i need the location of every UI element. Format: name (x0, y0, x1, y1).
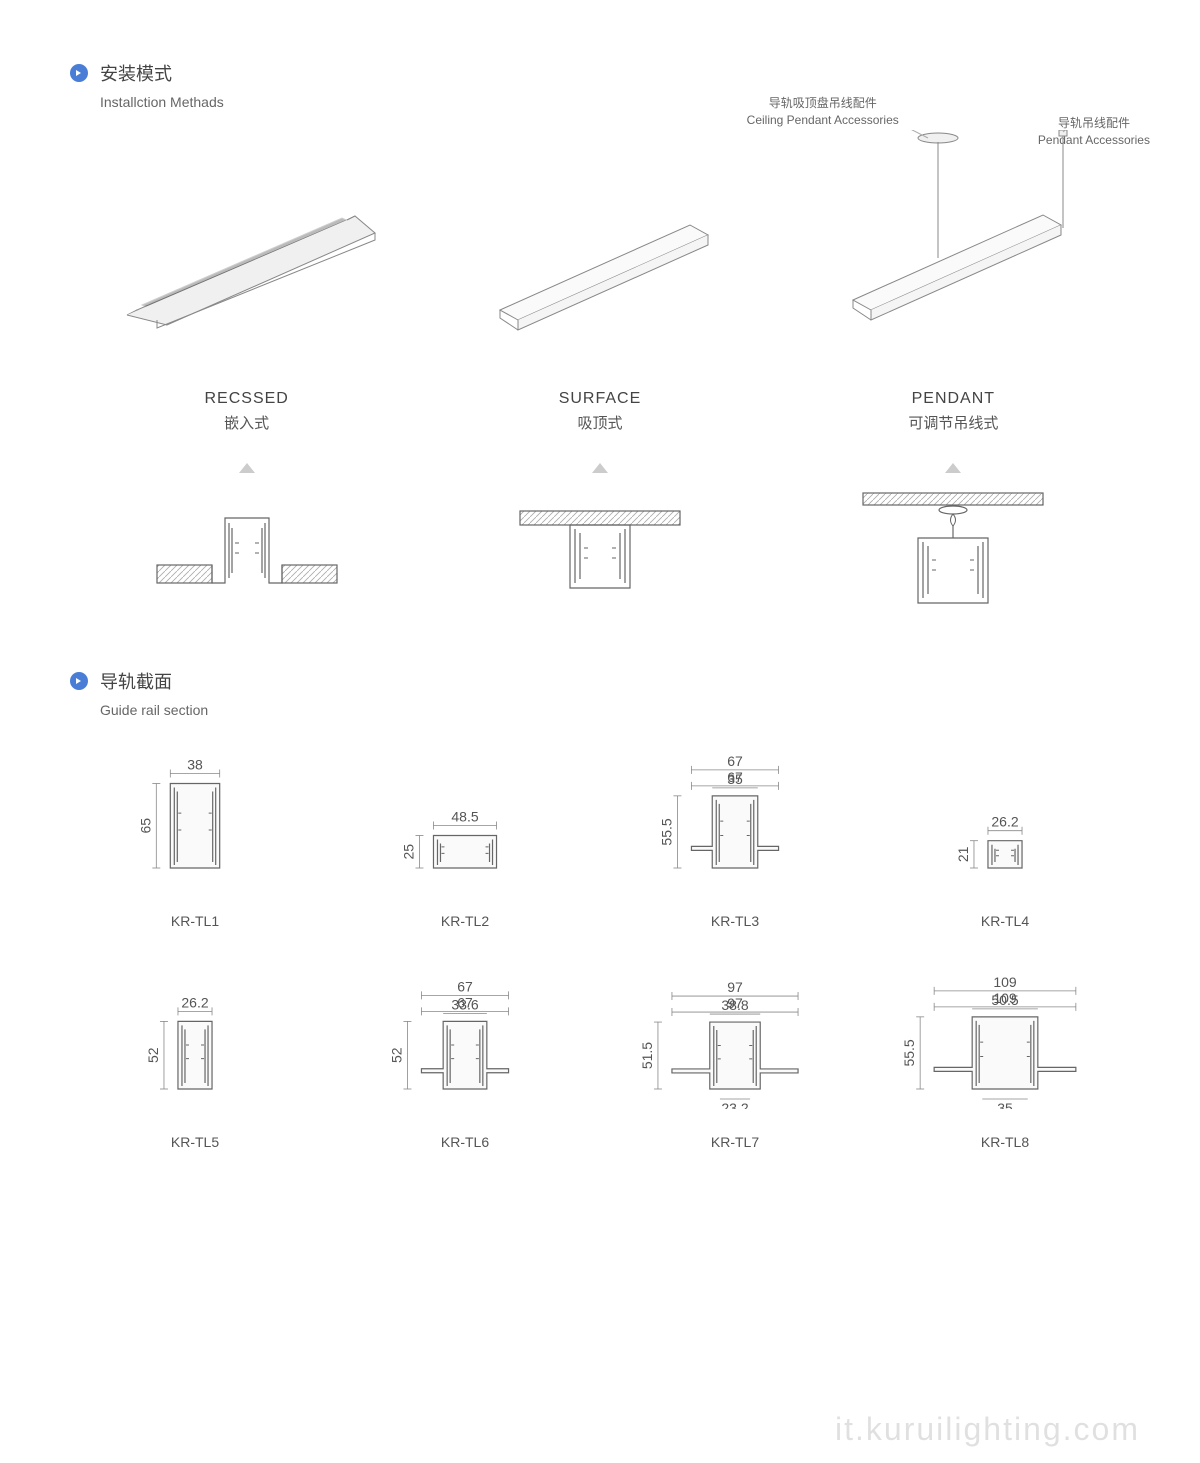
svg-text:65: 65 (137, 818, 153, 834)
ceiling-acc-en: Ceiling Pendant Accessories (747, 112, 899, 129)
svg-text:35: 35 (727, 771, 743, 787)
rail-label: KR-TL8 (981, 1134, 1029, 1150)
svg-text:48.5: 48.5 (451, 809, 478, 825)
surface-label-en: SURFACE (559, 390, 642, 408)
install-methods-row: RECSSED 嵌入式 SURFACE 吸顶式 导轨吸顶盘吊线配件 Ceilin… (70, 150, 1130, 433)
ceiling-accessory-label: 导轨吸顶盘吊线配件 Ceiling Pendant Accessories (747, 95, 899, 129)
svg-text:35: 35 (997, 1100, 1013, 1109)
pendant-label: PENDANT 可调节吊线式 (908, 390, 998, 433)
cross-recessed (70, 488, 423, 618)
triangle-indicator (945, 463, 961, 473)
svg-text:50.5: 50.5 (991, 992, 1018, 1008)
section-1-title-cn: 安装模式 (100, 60, 172, 86)
rail-item-kr-tl8: 109 55.5 50.5 109 35 KR-TL8 (880, 979, 1130, 1150)
pendant-drawing (777, 150, 1130, 370)
install-item-pendant: 导轨吸顶盘吊线配件 Ceiling Pendant Accessories 导轨… (777, 150, 1130, 433)
section-2-title-cn: 导轨截面 (100, 668, 172, 694)
rail-label: KR-TL1 (171, 913, 219, 929)
svg-text:55.5: 55.5 (901, 1039, 917, 1066)
svg-text:67: 67 (727, 753, 743, 769)
rail-item-kr-tl5: 26.2 52 KR-TL5 (70, 979, 320, 1150)
rail-drawing: 48.5 25 (340, 758, 590, 888)
rail-item-kr-tl3: 67 55.5 35 67 KR-TL3 (610, 758, 860, 929)
rail-item-kr-tl4: 26.2 21 KR-TL4 (880, 758, 1130, 929)
recessed-label-cn: 嵌入式 (204, 412, 288, 433)
section-1-header: 安装模式 (70, 60, 1130, 86)
rail-drawing: 97 51.5 38.8 97 23.2 (610, 979, 860, 1109)
rail-label: KR-TL7 (711, 1134, 759, 1150)
svg-text:52: 52 (388, 1047, 404, 1063)
svg-text:25: 25 (400, 844, 416, 860)
rail-label: KR-TL3 (711, 913, 759, 929)
rail-grid: 38 65 KR-TL1 48.5 25 KR-TL2 (70, 758, 1130, 1150)
svg-text:21: 21 (955, 846, 971, 862)
svg-text:51.5: 51.5 (639, 1042, 655, 1069)
ceiling-acc-cn: 导轨吸顶盘吊线配件 (747, 95, 899, 112)
cross-surface (423, 488, 776, 618)
watermark: it.kuruilighting.com (835, 1411, 1140, 1448)
triangle-indicator (592, 463, 608, 473)
rail-label: KR-TL2 (441, 913, 489, 929)
recessed-label: RECSSED 嵌入式 (204, 390, 288, 433)
recessed-drawing (70, 150, 423, 370)
recessed-label-en: RECSSED (204, 390, 288, 408)
install-item-surface: SURFACE 吸顶式 (423, 150, 776, 433)
svg-text:97: 97 (727, 979, 743, 995)
rail-label: KR-TL6 (441, 1134, 489, 1150)
cross-pendant (777, 488, 1130, 618)
rail-label: KR-TL4 (981, 913, 1029, 929)
rail-drawing: 26.2 52 (70, 979, 320, 1109)
rail-item-kr-tl1: 38 65 KR-TL1 (70, 758, 320, 929)
rail-item-kr-tl2: 48.5 25 KR-TL2 (340, 758, 590, 929)
svg-text:109: 109 (993, 974, 1017, 990)
rail-label: KR-TL5 (171, 1134, 219, 1150)
svg-text:26.2: 26.2 (181, 994, 208, 1010)
svg-text:52: 52 (145, 1047, 161, 1063)
svg-text:38.8: 38.8 (721, 997, 748, 1013)
rail-drawing: 109 55.5 50.5 109 35 (880, 979, 1130, 1109)
rail-drawing: 67 52 33.6 67 (340, 979, 590, 1109)
rail-drawing: 26.2 21 (880, 758, 1130, 888)
svg-text:67: 67 (457, 978, 473, 994)
svg-text:55.5: 55.5 (658, 818, 674, 845)
surface-label: SURFACE 吸顶式 (559, 390, 642, 433)
rail-drawing: 67 55.5 35 67 (610, 758, 860, 888)
svg-text:26.2: 26.2 (991, 814, 1018, 830)
cross-section-row (70, 488, 1130, 618)
pendant-label-cn: 可调节吊线式 (908, 412, 998, 433)
section-2-header: 导轨截面 (70, 668, 1130, 694)
section-1-title-en: Installction Methads (100, 94, 1130, 110)
svg-text:33.6: 33.6 (451, 996, 478, 1012)
surface-label-cn: 吸顶式 (559, 412, 642, 433)
triangle-indicator (239, 463, 255, 473)
section-2-title-en: Guide rail section (100, 702, 1130, 718)
svg-text:38: 38 (187, 757, 203, 773)
pendant-label-en: PENDANT (908, 390, 998, 408)
svg-text:23.2: 23.2 (721, 1100, 748, 1109)
bullet-icon (70, 64, 88, 82)
rail-drawing: 38 65 (70, 758, 320, 888)
rail-item-kr-tl7: 97 51.5 38.8 97 23.2 KR-TL7 (610, 979, 860, 1150)
surface-drawing (423, 150, 776, 370)
bullet-icon (70, 672, 88, 690)
rail-item-kr-tl6: 67 52 33.6 67 KR-TL6 (340, 979, 590, 1150)
install-item-recessed: RECSSED 嵌入式 (70, 150, 423, 433)
triangle-row (70, 463, 1130, 473)
